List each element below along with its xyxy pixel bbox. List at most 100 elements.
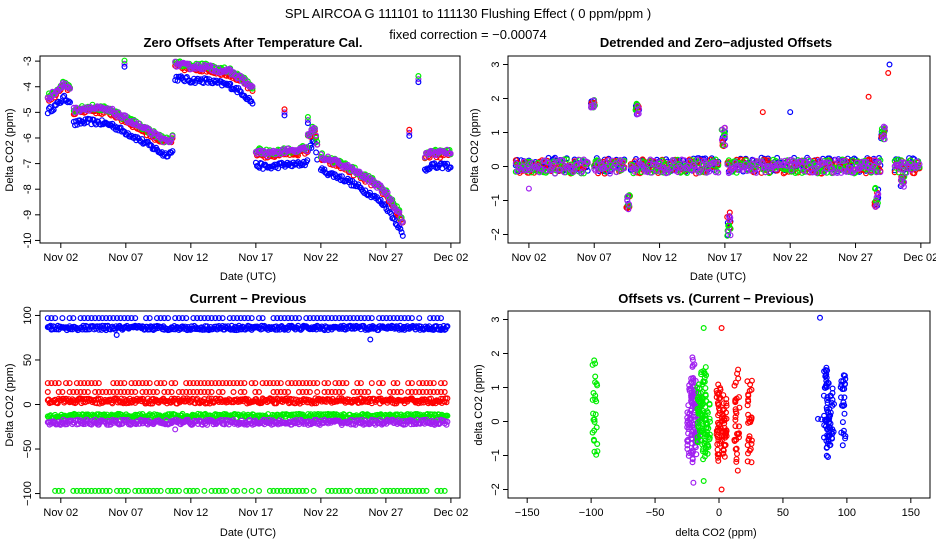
data-point bbox=[226, 380, 233, 387]
data-point bbox=[434, 389, 441, 396]
data-point bbox=[94, 395, 101, 402]
data-point bbox=[742, 157, 749, 164]
x-tick-label: Nov 07 bbox=[108, 252, 143, 264]
data-point bbox=[299, 389, 306, 396]
data-point bbox=[856, 165, 863, 172]
data-point bbox=[215, 380, 222, 387]
data-point bbox=[194, 315, 201, 322]
data-point bbox=[198, 66, 205, 73]
data-point bbox=[689, 459, 696, 466]
data-point bbox=[336, 487, 343, 494]
data-point bbox=[406, 126, 413, 133]
data-point bbox=[154, 487, 161, 494]
data-point bbox=[512, 160, 519, 167]
data-point bbox=[390, 380, 397, 387]
y-tick-label: −50 bbox=[22, 440, 34, 459]
data-point bbox=[168, 389, 175, 396]
data-point bbox=[241, 380, 248, 387]
data-point bbox=[73, 118, 80, 125]
data-point bbox=[248, 487, 255, 494]
data-point bbox=[113, 315, 120, 322]
data-point bbox=[593, 451, 600, 458]
data-point bbox=[401, 487, 408, 494]
data-point bbox=[551, 170, 558, 177]
data-point bbox=[70, 315, 77, 322]
y-tick-label: -4 bbox=[22, 82, 34, 92]
data-point bbox=[146, 315, 153, 322]
data-point bbox=[237, 315, 244, 322]
x-tick-label: Nov 22 bbox=[303, 507, 338, 519]
data-point bbox=[247, 83, 254, 90]
data-point bbox=[605, 157, 612, 164]
data-point bbox=[576, 160, 583, 167]
x-axis-label: Date (UTC) bbox=[690, 271, 746, 283]
y-tick-label: −2 bbox=[490, 483, 502, 496]
data-point bbox=[713, 160, 720, 167]
data-point bbox=[90, 116, 97, 123]
data-point bbox=[406, 132, 413, 139]
data-point bbox=[234, 380, 241, 387]
data-point bbox=[419, 389, 426, 396]
data-point bbox=[415, 72, 422, 79]
data-point bbox=[52, 380, 59, 387]
data-point bbox=[865, 93, 872, 100]
data-point bbox=[121, 487, 128, 494]
data-point bbox=[416, 380, 423, 387]
data-point bbox=[169, 148, 176, 155]
data-point bbox=[55, 487, 62, 494]
data-point bbox=[444, 418, 451, 425]
data-point bbox=[651, 157, 658, 164]
data-point bbox=[99, 389, 106, 396]
data-point bbox=[175, 315, 182, 322]
data-point bbox=[292, 380, 299, 387]
data-point bbox=[84, 380, 91, 387]
data-point bbox=[44, 380, 51, 387]
data-point bbox=[84, 315, 91, 322]
data-point bbox=[384, 189, 391, 196]
data-point bbox=[277, 380, 284, 387]
data-point bbox=[66, 99, 73, 106]
data-point bbox=[686, 158, 693, 165]
data-point bbox=[903, 169, 910, 176]
data-point bbox=[692, 377, 699, 384]
data-point bbox=[194, 487, 201, 494]
data-point bbox=[306, 380, 313, 387]
data-point bbox=[753, 169, 760, 176]
data-point bbox=[52, 487, 59, 494]
data-point bbox=[117, 380, 124, 387]
data-point bbox=[179, 389, 186, 396]
data-point bbox=[874, 158, 881, 165]
data-point bbox=[625, 206, 632, 213]
data-point bbox=[873, 169, 880, 176]
data-point bbox=[219, 315, 226, 322]
data-point bbox=[689, 447, 696, 454]
data-point bbox=[591, 448, 598, 455]
data-point bbox=[814, 156, 821, 163]
data-point bbox=[208, 389, 215, 396]
data-point bbox=[84, 487, 91, 494]
data-point bbox=[128, 315, 135, 322]
data-point bbox=[304, 113, 311, 120]
y-axis-label: delta CO2 (ppm) bbox=[473, 364, 485, 445]
chart-current-minus-previous: Current − Previous Date (UTC) Delta CO2 … bbox=[4, 291, 468, 539]
data-point bbox=[399, 232, 406, 239]
data-point bbox=[165, 389, 172, 396]
data-point bbox=[156, 149, 163, 156]
data-point bbox=[669, 157, 676, 164]
data-point bbox=[186, 380, 193, 387]
data-point bbox=[584, 159, 591, 166]
data-point bbox=[219, 389, 226, 396]
data-point bbox=[561, 156, 568, 163]
data-point bbox=[835, 158, 842, 165]
data-point bbox=[365, 487, 372, 494]
data-point bbox=[296, 487, 303, 494]
data-point bbox=[205, 315, 212, 322]
data-point bbox=[438, 315, 445, 322]
data-point bbox=[881, 136, 888, 143]
data-point bbox=[339, 380, 346, 387]
data-point bbox=[875, 159, 882, 166]
data-point bbox=[343, 487, 350, 494]
data-point bbox=[303, 487, 310, 494]
data-point bbox=[332, 389, 339, 396]
data-point bbox=[793, 168, 800, 175]
